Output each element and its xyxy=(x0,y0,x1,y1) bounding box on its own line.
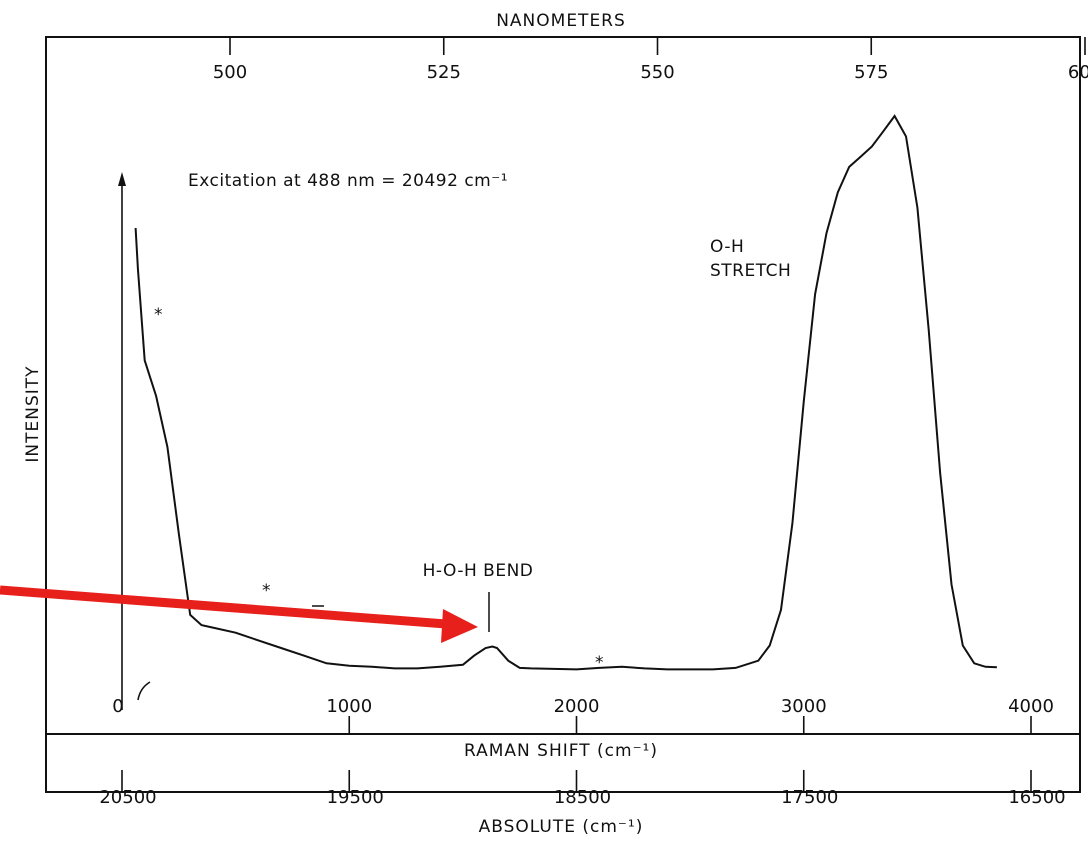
top-axis-ticks: 500 525 550 575 600 xyxy=(213,37,1088,83)
spectrum-line xyxy=(134,114,997,671)
top-axis-tick-label: 550 xyxy=(640,62,674,83)
hoh-bend-label: H-O-H BEND xyxy=(423,561,534,581)
top-axis-tick-label: 500 xyxy=(213,62,247,83)
asterisk-marker: * xyxy=(595,653,604,673)
top-axis-tick-label: 575 xyxy=(854,62,888,83)
excitation-arrow-icon xyxy=(118,172,126,186)
absolute-axis-title: ABSOLUTE (cm⁻¹) xyxy=(479,817,644,837)
top-axis-title: NANOMETERS xyxy=(496,11,626,31)
asterisk-marker: * xyxy=(262,581,271,601)
top-axis-tick-label: 525 xyxy=(427,62,461,83)
red-arrow-head-icon xyxy=(441,609,478,643)
oh-stretch-label-line1: O-H xyxy=(710,237,744,257)
absolute-axis-tick-label: 17500 xyxy=(781,787,838,808)
absolute-axis-tick-label: 16500 xyxy=(1008,787,1065,808)
top-axis-tick-label: 600 xyxy=(1068,62,1088,83)
bottom-axis-title: RAMAN SHIFT (cm⁻¹) xyxy=(464,741,658,761)
bottom-axis-tick-label: 4000 xyxy=(1008,696,1054,717)
bottom-axis-ticks: 0 1000 2000 3000 4000 xyxy=(112,696,1054,734)
absolute-axis-tick-label: 20500 xyxy=(99,787,156,808)
bottom-axis-tick-label: 0 xyxy=(112,696,123,717)
y-axis-title: INTENSITY xyxy=(23,365,43,462)
asterisk-marker: * xyxy=(154,305,163,325)
absolute-axis-frame xyxy=(45,733,1081,793)
absolute-axis-tick-label: 19500 xyxy=(327,787,384,808)
bottom-axis-tick-label: 2000 xyxy=(554,696,600,717)
red-arrow-shaft xyxy=(0,585,447,629)
plot-frame xyxy=(45,36,1081,735)
zero-hook xyxy=(137,681,151,701)
oh-stretch-label-line2: STRETCH xyxy=(710,261,791,281)
absolute-axis-ticks: 20500 19500 18500 17500 16500 xyxy=(99,770,1066,808)
bottom-axis-tick-label: 1000 xyxy=(326,696,372,717)
absolute-axis-tick-label: 18500 xyxy=(554,787,611,808)
bottom-axis-tick-label: 3000 xyxy=(781,696,827,717)
excitation-annotation: Excitation at 488 nm = 20492 cm⁻¹ xyxy=(188,171,508,191)
